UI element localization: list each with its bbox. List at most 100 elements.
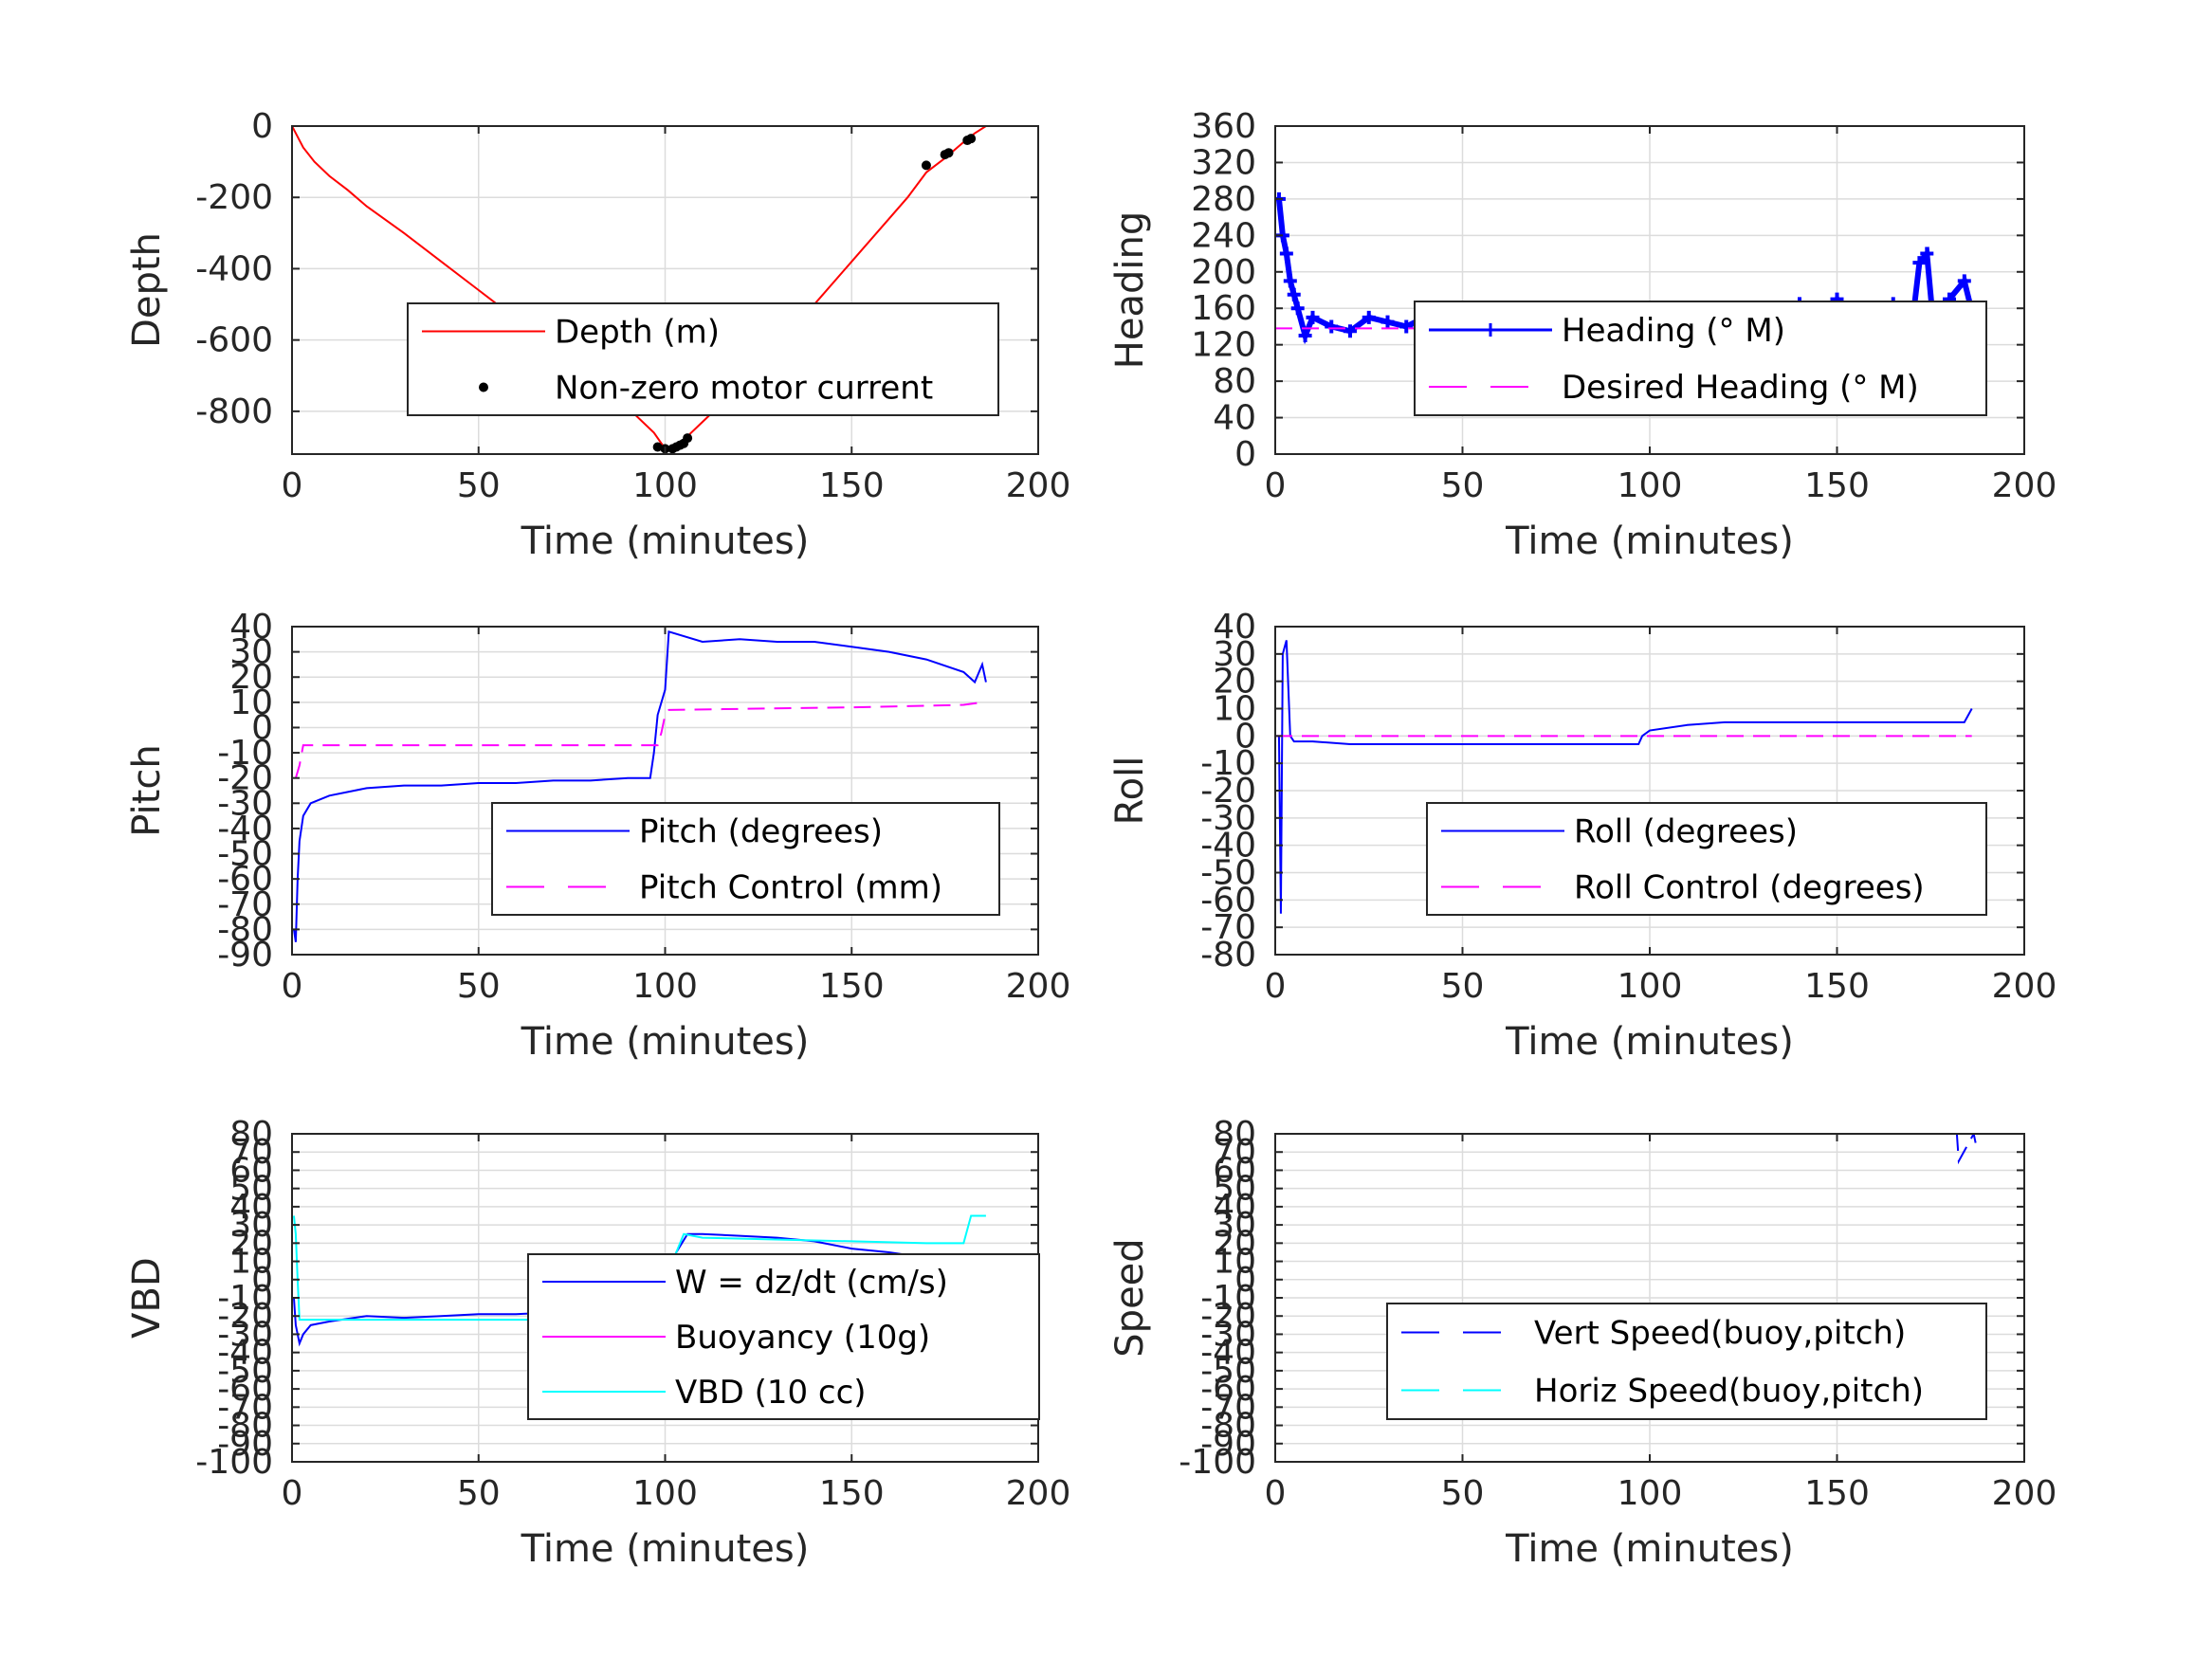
y-tick-label: -80 bbox=[217, 910, 273, 949]
x-tick-label: 50 bbox=[1441, 466, 1485, 505]
panel-2: 0 50 100 150 20004080120160200240280320360Ti… bbox=[1108, 107, 2057, 563]
y-tick-label: 0 bbox=[1234, 1261, 1256, 1300]
y-tick-label: -50 bbox=[217, 835, 273, 874]
legend: Roll (degrees) Roll Control (degrees) bbox=[1426, 802, 1987, 916]
x-tick-label: 150 bbox=[1804, 1474, 1870, 1513]
x-tick-label: 200 bbox=[1006, 466, 1071, 505]
y-tick-label: 50 bbox=[1213, 1170, 1256, 1209]
y-tick-label: -20 bbox=[1200, 1297, 1256, 1336]
y-tick-label: -30 bbox=[217, 784, 273, 823]
y-tick-label: -600 bbox=[195, 321, 273, 360]
y-tick-label: 40 bbox=[229, 1188, 273, 1227]
x-tick-label: 200 bbox=[1992, 1474, 2057, 1513]
data-point bbox=[1279, 246, 1293, 261]
y-axis-label: Pitch bbox=[125, 744, 169, 836]
x-tick-label: 150 bbox=[819, 466, 885, 505]
legend-label: Pitch (degrees) bbox=[639, 813, 883, 851]
x-tick-label: 50 bbox=[457, 466, 501, 505]
legend-label: Desired Heading (° M) bbox=[1562, 369, 1919, 407]
x-tick-label: 0 bbox=[1265, 466, 1287, 505]
y-tick-label: -60 bbox=[217, 860, 273, 899]
x-tick-label: 100 bbox=[632, 967, 698, 1006]
y-tick-label: -10 bbox=[217, 734, 273, 773]
y-tick-label: 30 bbox=[229, 1206, 273, 1245]
y-tick-label: -40 bbox=[217, 810, 273, 848]
data-point bbox=[1380, 315, 1395, 329]
y-tick-label: -50 bbox=[1200, 854, 1256, 893]
legend-label: Vert Speed(buoy,pitch) bbox=[1534, 1315, 1906, 1353]
legend-label: Roll Control (degrees) bbox=[1574, 869, 1925, 907]
legend-box bbox=[407, 302, 999, 416]
y-tick-label: -60 bbox=[1200, 881, 1256, 920]
y-tick-label: -40 bbox=[217, 1334, 273, 1373]
y-tick-label: -80 bbox=[217, 1407, 273, 1446]
series-line bbox=[292, 630, 987, 942]
x-tick-label: 150 bbox=[1804, 466, 1870, 505]
x-tick-label: 0 bbox=[1265, 1474, 1287, 1513]
y-tick-label: 60 bbox=[229, 1151, 273, 1190]
panel-1: 0 50 100 150 200 0 -200 -400 -600 -800 Time (minut… bbox=[125, 107, 1070, 563]
y-tick-label: -80 bbox=[1200, 936, 1256, 975]
x-axis-label: Time (minutes) bbox=[521, 1020, 810, 1064]
panel-6: 0 50 100 150 20080706050403020100-10-20-30-4… bbox=[1108, 1115, 2057, 1571]
y-tick-label: -40 bbox=[1200, 827, 1256, 866]
legend-label: Depth (m) bbox=[555, 314, 720, 352]
x-tick-label: 200 bbox=[1992, 967, 2057, 1006]
y-tick-label: -60 bbox=[217, 1370, 273, 1409]
y-tick-label: 30 bbox=[1213, 635, 1256, 674]
y-tick-label: -10 bbox=[1200, 744, 1256, 783]
y-tick-label: 80 bbox=[229, 1115, 273, 1154]
y-tick-label: -200 bbox=[195, 178, 273, 217]
panel-5: 0 50 100 150 20080706050403020100-10-20-30-4… bbox=[125, 1115, 1070, 1571]
data-point bbox=[1399, 319, 1414, 334]
series-group bbox=[1275, 640, 1973, 914]
y-tick-label: 0 bbox=[251, 708, 273, 747]
y-tick-label: 60 bbox=[1213, 1151, 1256, 1190]
legend-swatch bbox=[479, 382, 488, 392]
x-tick-label: 0 bbox=[282, 466, 303, 505]
y-tick-label: 70 bbox=[1213, 1133, 1256, 1172]
legend-label: Horiz Speed(buoy,pitch) bbox=[1534, 1373, 1924, 1411]
y-tick-label: 240 bbox=[1191, 216, 1256, 255]
data-point bbox=[1290, 301, 1305, 316]
y-tick-label: -30 bbox=[217, 1315, 273, 1354]
legend-label: Non-zero motor current bbox=[555, 370, 933, 408]
legend-label: Pitch Control (mm) bbox=[639, 869, 942, 907]
data-point bbox=[1287, 287, 1301, 301]
y-tick-label: 50 bbox=[229, 1170, 273, 1209]
x-tick-label: 50 bbox=[1441, 1474, 1485, 1513]
y-tick-label: 0 bbox=[1234, 717, 1256, 756]
legend-box bbox=[1414, 301, 1987, 416]
y-tick-label: 30 bbox=[1213, 1206, 1256, 1245]
y-axis-label: Roll bbox=[1108, 757, 1152, 826]
data-point bbox=[1325, 319, 1339, 334]
series-line bbox=[294, 701, 983, 778]
legend-label: Roll (degrees) bbox=[1574, 813, 1798, 851]
panel-4: 0 50 100 150 200403020100-10-20-30-40-50-60-… bbox=[1108, 608, 2057, 1064]
x-tick-label: 200 bbox=[1992, 466, 2057, 505]
x-tick-label: 200 bbox=[1006, 967, 1071, 1006]
y-tick-label: -50 bbox=[1200, 1352, 1256, 1391]
x-tick-label: 100 bbox=[632, 1474, 698, 1513]
y-tick-label: 40 bbox=[229, 608, 273, 647]
y-tick-label: 20 bbox=[1213, 1224, 1256, 1263]
y-axis-label: Speed bbox=[1108, 1238, 1152, 1357]
data-point bbox=[966, 134, 977, 144]
data-point bbox=[1957, 274, 1971, 288]
y-tick-label: 80 bbox=[1213, 362, 1256, 401]
series-line bbox=[1277, 640, 1973, 914]
data-point bbox=[1920, 246, 1934, 261]
legend-label: VBD (10 cc) bbox=[675, 1374, 867, 1412]
x-axis-label: Time (minutes) bbox=[521, 1527, 810, 1571]
y-tick-label: 320 bbox=[1191, 143, 1256, 182]
y-axis-label: Heading bbox=[1108, 211, 1152, 369]
y-axis-label: Depth bbox=[125, 232, 169, 348]
x-axis-label: Time (minutes) bbox=[521, 520, 810, 563]
data-point bbox=[943, 148, 954, 158]
panel-3: 0 50 100 150 200403020100-10-20-30-40-50-60-… bbox=[125, 608, 1070, 1064]
x-tick-label: 0 bbox=[1265, 967, 1287, 1006]
y-tick-label: 10 bbox=[229, 1243, 273, 1282]
y-tick-label: -800 bbox=[195, 392, 273, 431]
x-axis-label: Time (minutes) bbox=[1505, 1527, 1794, 1571]
